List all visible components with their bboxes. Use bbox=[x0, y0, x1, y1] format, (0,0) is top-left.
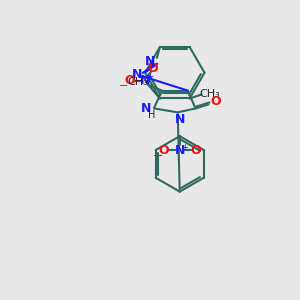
Text: O: O bbox=[210, 95, 221, 108]
Text: N: N bbox=[175, 143, 185, 157]
Text: O: O bbox=[159, 143, 169, 157]
Text: O: O bbox=[148, 62, 158, 75]
Text: N: N bbox=[175, 113, 185, 126]
Text: N: N bbox=[140, 74, 150, 87]
Text: +: + bbox=[147, 72, 153, 81]
Text: O: O bbox=[125, 74, 136, 87]
Text: −: − bbox=[153, 149, 163, 163]
Text: H: H bbox=[148, 110, 156, 120]
Text: CH₃: CH₃ bbox=[199, 88, 220, 98]
Text: −: − bbox=[118, 81, 128, 91]
Text: CH₃: CH₃ bbox=[128, 77, 148, 87]
Text: N: N bbox=[132, 68, 142, 81]
Text: +: + bbox=[181, 142, 188, 152]
Text: N: N bbox=[141, 102, 151, 115]
Text: N: N bbox=[145, 55, 155, 68]
Text: O: O bbox=[190, 143, 201, 157]
